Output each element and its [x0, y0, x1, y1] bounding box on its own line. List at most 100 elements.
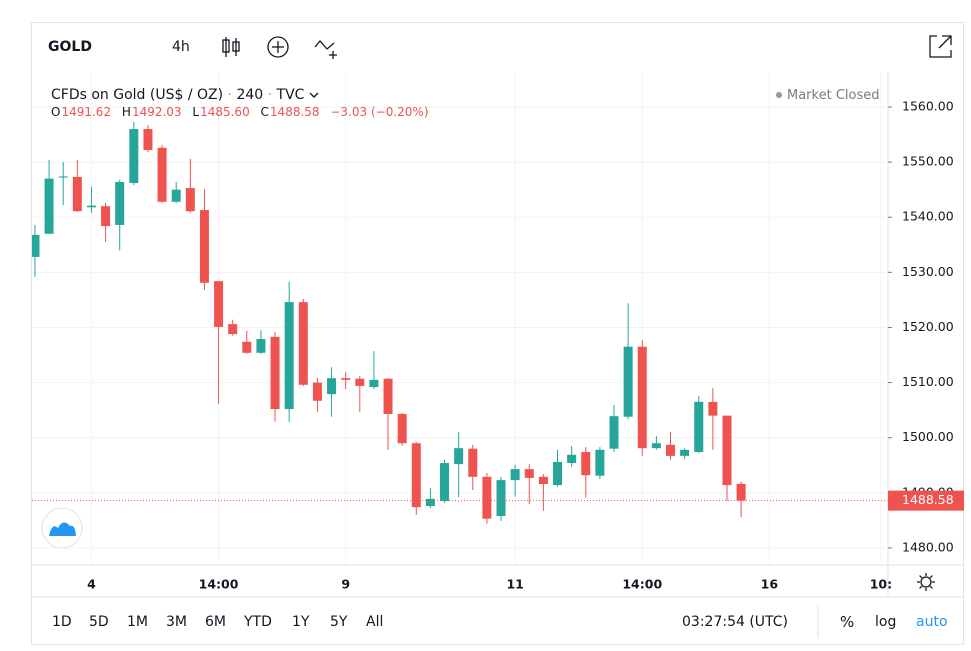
candle-body: [496, 480, 506, 516]
x-tick-label: 4: [87, 577, 96, 592]
ohlc-legend: O1491.62 H1492.03 L1485.60 C1488.58 −3.0…: [51, 104, 430, 120]
grid: [32, 72, 888, 565]
candle-body: [32, 234, 40, 257]
legend-title: CFDs on Gold (US$ / OZ): [51, 87, 224, 103]
candle-body: [708, 401, 718, 416]
legend-source: TVC: [276, 87, 305, 103]
range-button[interactable]: 1D: [52, 614, 72, 630]
ohlc-change: −3.03 (−0.20%): [330, 105, 429, 119]
range-button[interactable]: 5Y: [330, 614, 348, 630]
candle-body: [129, 129, 139, 184]
plot-area: [32, 72, 888, 565]
candle-body: [101, 206, 111, 227]
candle-body: [411, 443, 421, 508]
ohlc-label: L: [192, 105, 200, 119]
ohlc-label: C: [260, 105, 269, 119]
candle-body: [454, 448, 464, 465]
range-button[interactable]: 1Y: [292, 614, 310, 630]
candle-body: [397, 413, 407, 444]
chart-widget: [31, 22, 964, 645]
candle-body: [425, 498, 435, 507]
x-tick-label: 9: [341, 577, 350, 592]
candle-body: [567, 454, 577, 464]
indicators-icon[interactable]: [314, 39, 337, 59]
y-tick-label: 1500.00: [902, 429, 954, 444]
x-tick-label: 14:00: [199, 577, 239, 592]
candle-body: [171, 189, 181, 202]
candle-body: [736, 483, 746, 501]
candle-body: [651, 443, 661, 449]
auto-toggle[interactable]: auto: [916, 614, 948, 630]
candle-body: [327, 378, 337, 395]
candle-body: [256, 339, 266, 353]
legend-title-row: CFDs on Gold (US$ / OZ) · 240 · TVC: [51, 86, 319, 104]
candle-body: [157, 147, 167, 202]
candle-body: [72, 176, 82, 212]
candle-body: [637, 346, 647, 449]
candle-body: [341, 378, 351, 380]
ohlc-value: 1488.58: [269, 105, 320, 119]
candle-body: [312, 382, 322, 401]
candle-body: [270, 336, 280, 410]
last-price-tag: [888, 490, 964, 511]
candle-body: [242, 341, 252, 353]
candle-body: [468, 448, 478, 477]
candle-body: [510, 469, 520, 481]
y-tick-label: 1530.00: [902, 264, 954, 279]
ohlc-value: 1485.60: [200, 105, 250, 119]
candle-body: [214, 281, 224, 327]
candle-body: [609, 416, 619, 449]
y-tick-label: 1510.00: [902, 374, 954, 389]
x-tick-label: 11: [506, 577, 523, 592]
interval[interactable]: 4h: [172, 39, 190, 55]
candle-body: [44, 178, 54, 234]
range-button[interactable]: 1M: [127, 614, 148, 630]
candle-body: [298, 302, 308, 385]
candle-body: [185, 188, 195, 212]
candle-body: [595, 449, 605, 476]
y-tick-label: 1560.00: [902, 98, 954, 113]
candle-body: [440, 463, 450, 502]
candle-body: [581, 452, 591, 476]
y-tick-label: 1520.00: [902, 319, 954, 334]
candle-body: [553, 461, 563, 486]
y-tick-label: 1540.00: [902, 209, 954, 224]
range-button[interactable]: All: [366, 614, 384, 630]
candle-body: [722, 415, 732, 486]
candle-body: [383, 378, 393, 414]
candle-body: [666, 444, 676, 456]
candle-style-icon[interactable]: [222, 37, 240, 57]
ohlc-value: 1491.62: [61, 105, 112, 119]
compare-icon[interactable]: [267, 36, 289, 58]
candle-body: [228, 324, 238, 335]
x-tick-label: 16: [761, 577, 779, 592]
tradingview-logo[interactable]: [41, 507, 83, 549]
range-button[interactable]: 6M: [205, 614, 226, 630]
legend-chevron[interactable]: [309, 91, 319, 99]
ohlc-label: H: [121, 105, 131, 119]
percent-toggle[interactable]: %: [840, 613, 855, 631]
y-tick-label: 1550.00: [902, 154, 954, 169]
range-button[interactable]: 5D: [89, 614, 109, 630]
candle-body: [623, 346, 633, 417]
legend-resolution: 240: [236, 87, 264, 103]
candle-body: [284, 302, 294, 410]
candle-body: [538, 476, 548, 484]
x-tick-label: 14:00: [622, 577, 662, 592]
y-tick-label: 1480.00: [902, 539, 954, 554]
candle-body: [115, 181, 125, 225]
range-button[interactable]: YTD: [244, 614, 272, 630]
candle-body: [524, 469, 534, 478]
settings-icon[interactable]: [917, 573, 935, 591]
symbol[interactable]: GOLD: [48, 39, 92, 55]
range-button[interactable]: 3M: [166, 614, 187, 630]
fullscreen-icon[interactable]: [929, 35, 952, 58]
candle-body: [369, 379, 379, 387]
last-price-label: 1488.58: [902, 492, 954, 507]
x-tick-label: 10:: [870, 577, 892, 592]
market-status: Market Closed: [787, 88, 880, 103]
candle-body: [694, 401, 704, 453]
log-toggle[interactable]: log: [875, 614, 897, 630]
